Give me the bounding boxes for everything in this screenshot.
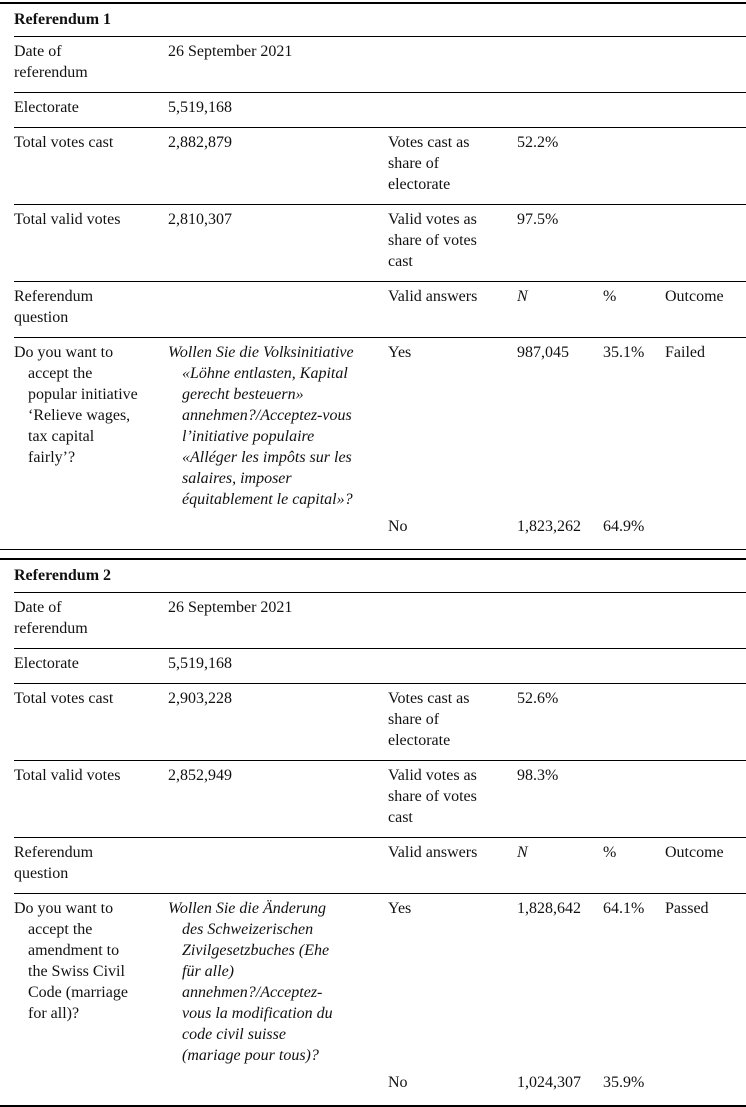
- valid-votes-row: Total valid votes 2,852,949 Valid votes …: [14, 761, 746, 838]
- question-header-row: Referendum question Valid answers N % Ou…: [14, 838, 746, 894]
- percent-header: %: [603, 844, 617, 861]
- date-value: 26 September 2021: [168, 599, 293, 616]
- yes-label: Yes: [388, 344, 412, 361]
- question-row: Do you want to accept the popular initia…: [14, 338, 746, 549]
- votes-cast-share-label: Votes cast as share of electorate: [388, 134, 470, 193]
- valid-answers-header: Valid answers: [388, 288, 478, 305]
- question-original-language: Wollen Sie die Volksinitiative «Löhne en…: [168, 344, 354, 508]
- votes-cast-label: Total votes cast: [14, 690, 114, 707]
- votes-cast-value: 2,903,228: [168, 690, 232, 707]
- valid-votes-value: 2,810,307: [168, 211, 232, 228]
- electorate-label: Electorate: [14, 655, 79, 672]
- table-title-row: Referendum 1: [14, 4, 746, 37]
- date-value: 26 September 2021: [168, 43, 293, 60]
- date-label: Date of referendum: [14, 599, 88, 637]
- question-header-row: Referendum question Valid answers N % Ou…: [14, 282, 746, 338]
- votes-cast-row: Total votes cast 2,882,879 Votes cast as…: [14, 128, 746, 205]
- n-header: N: [517, 844, 528, 861]
- electorate-value: 5,519,168: [168, 655, 232, 672]
- question-original-language: Wollen Sie die Änderung des Schweizerisc…: [168, 900, 333, 1064]
- valid-votes-share-label: Valid votes as share of votes cast: [388, 211, 477, 270]
- n-header: N: [517, 288, 528, 305]
- yes-percent-value: 35.1%: [603, 344, 645, 361]
- no-label: No: [388, 518, 408, 535]
- votes-cast-row: Total votes cast 2,903,228 Votes cast as…: [14, 684, 746, 761]
- date-row: Date of referendum 26 September 2021: [14, 593, 746, 649]
- table-title: Referendum 1: [14, 11, 112, 28]
- no-n-value: 1,823,262: [517, 518, 581, 535]
- question-header-label: Referendum question: [14, 288, 94, 326]
- valid-votes-share-value: 97.5%: [517, 211, 559, 228]
- yes-percent-value: 64.1%: [603, 900, 645, 917]
- electorate-row: Electorate 5,519,168: [14, 649, 746, 684]
- percent-header: %: [603, 288, 617, 305]
- valid-votes-value: 2,852,949: [168, 767, 232, 784]
- question-row: Do you want to accept the amendment to t…: [14, 894, 746, 1105]
- votes-cast-share-label: Votes cast as share of electorate: [388, 690, 470, 749]
- valid-answers-header: Valid answers: [388, 844, 478, 861]
- outcome-header: Outcome: [665, 288, 724, 305]
- valid-votes-label: Total valid votes: [14, 767, 121, 784]
- votes-cast-share-value: 52.6%: [517, 690, 559, 707]
- valid-votes-row: Total valid votes 2,810,307 Valid votes …: [14, 205, 746, 282]
- no-percent-value: 64.9%: [603, 518, 645, 535]
- valid-votes-label: Total valid votes: [14, 211, 121, 228]
- votes-cast-value: 2,882,879: [168, 134, 232, 151]
- electorate-row: Electorate 5,519,168: [14, 93, 746, 128]
- question-header-label: Referendum question: [14, 844, 94, 882]
- outcome-header: Outcome: [665, 844, 724, 861]
- votes-cast-label: Total votes cast: [14, 134, 114, 151]
- electorate-label: Electorate: [14, 99, 79, 116]
- votes-cast-share-value: 52.2%: [517, 134, 559, 151]
- date-row: Date of referendum 26 September 2021: [14, 37, 746, 93]
- referendum-2-table: Referendum 2 Date of referendum 26 Septe…: [0, 558, 746, 1107]
- electorate-value: 5,519,168: [168, 99, 232, 116]
- outcome-value: Passed: [665, 900, 709, 917]
- date-label: Date of referendum: [14, 43, 88, 81]
- valid-votes-share-value: 98.3%: [517, 767, 559, 784]
- no-label: No: [388, 1074, 408, 1091]
- table-title-row: Referendum 2: [14, 560, 746, 593]
- outcome-value: Failed: [665, 344, 705, 361]
- no-percent-value: 35.9%: [603, 1074, 645, 1091]
- yes-n-value: 987,045: [517, 344, 569, 361]
- yes-n-value: 1,828,642: [517, 900, 581, 917]
- question-english: Do you want to accept the popular initia…: [14, 344, 138, 466]
- table-title: Referendum 2: [14, 567, 112, 584]
- question-english: Do you want to accept the amendment to t…: [14, 900, 128, 1022]
- valid-votes-share-label: Valid votes as share of votes cast: [388, 767, 477, 826]
- yes-label: Yes: [388, 900, 412, 917]
- referendum-1-table: Referendum 1 Date of referendum 26 Septe…: [0, 2, 746, 550]
- no-n-value: 1,024,307: [517, 1074, 581, 1091]
